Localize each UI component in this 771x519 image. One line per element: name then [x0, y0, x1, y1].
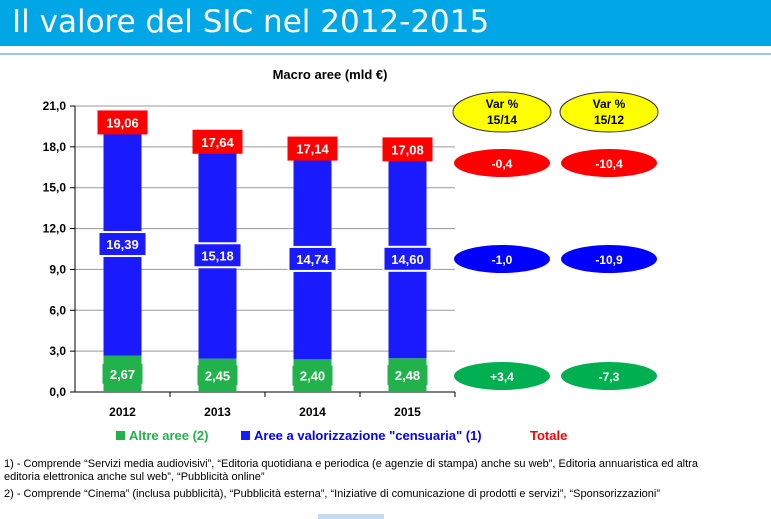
var-value: -10,9 [595, 253, 623, 267]
var-value-ellipse [454, 245, 550, 273]
data-label-box [287, 245, 338, 272]
y-tick-label: 6,0 [49, 303, 66, 317]
data-label-box [387, 365, 428, 386]
var-value: -7,3 [599, 370, 620, 384]
y-tick-label: 12,0 [43, 222, 67, 236]
legend-label-totale: Totale [530, 428, 567, 443]
y-tick-label: 18,0 [43, 140, 67, 154]
total-label-box [287, 136, 338, 161]
y-tick-label: 15,0 [43, 181, 67, 195]
var-header-line2: 15/12 [594, 113, 624, 127]
data-label-altre-aree: 2,40 [300, 369, 325, 384]
footnote-2: 2) - Comprende “Cinema” (inclusa pubblic… [4, 488, 660, 500]
y-tick-label: 21,0 [43, 99, 67, 113]
var-value-ellipse [454, 362, 550, 390]
var-value: +3,4 [490, 370, 514, 384]
var-header-line1: Var % [593, 97, 626, 111]
y-tick-label: 9,0 [49, 262, 66, 276]
data-label-box [197, 365, 238, 386]
x-tick-label: 2015 [394, 405, 421, 419]
var-value: -1,0 [492, 253, 513, 267]
var-header-line1: Var % [486, 97, 519, 111]
total-label-box [192, 129, 243, 154]
data-label-aree-censuarie: 14,74 [296, 252, 329, 267]
var-header-ellipse [559, 91, 659, 133]
data-label-aree-censuarie: 16,39 [106, 237, 139, 252]
data-label-box [292, 365, 333, 386]
x-tick-label: 2013 [204, 405, 231, 419]
x-tick-label: 2014 [299, 405, 326, 419]
var-header-line2: 15/14 [487, 113, 517, 127]
total-label-box [97, 110, 148, 135]
page-title: Il valore del SIC nel 2012-2015 [12, 4, 490, 40]
y-tick-label: 3,0 [49, 344, 66, 358]
total-label: 17,14 [296, 142, 329, 157]
data-label-box [102, 363, 143, 384]
var-header-ellipse [452, 91, 552, 133]
data-label-altre-aree: 2,48 [395, 368, 420, 383]
title-bar: Il valore del SIC nel 2012-2015 [0, 0, 771, 46]
var-value-ellipse [561, 245, 657, 273]
chart-title: Macro aree (mld €) [273, 67, 388, 82]
data-label-altre-aree: 2,45 [205, 368, 230, 383]
data-label-aree-censuarie: 15,18 [201, 248, 234, 263]
legend-swatch-aree-censuarie [241, 431, 250, 440]
data-label-box [97, 231, 148, 258]
legend-swatch-altre-aree [116, 431, 125, 440]
data-label-box [382, 245, 433, 272]
total-label: 19,06 [106, 115, 139, 130]
data-label-altre-aree: 2,67 [110, 367, 135, 382]
stacked-bar-chart: Macro aree (mld €) 0,0 3,0 6,0 9,0 12,0 15,0 18… [43, 67, 659, 443]
legend-label-altre-aree: Altre aree (2) [129, 428, 208, 443]
y-tick-label: 0,0 [49, 385, 66, 399]
data-label-box [192, 242, 243, 269]
total-label-box [382, 137, 433, 162]
total-label: 17,64 [201, 135, 234, 150]
var-value-ellipse [561, 362, 657, 390]
footnote-1: 1) - Comprende “Servizi media audiovisiv… [4, 458, 698, 483]
var-value-ellipse [454, 149, 550, 177]
total-label: 17,08 [391, 142, 424, 157]
legend-label-aree-censuarie: Aree a valorizzazione "censuaria" (1) [254, 428, 482, 443]
var-value-ellipse [561, 149, 657, 177]
bottom-tab [318, 514, 384, 519]
title-divider [0, 53, 771, 55]
data-label-aree-censuarie: 14,60 [391, 252, 424, 267]
var-value: -10,4 [595, 157, 623, 171]
var-value: -0,4 [492, 157, 513, 171]
x-tick-label: 2012 [109, 405, 136, 419]
